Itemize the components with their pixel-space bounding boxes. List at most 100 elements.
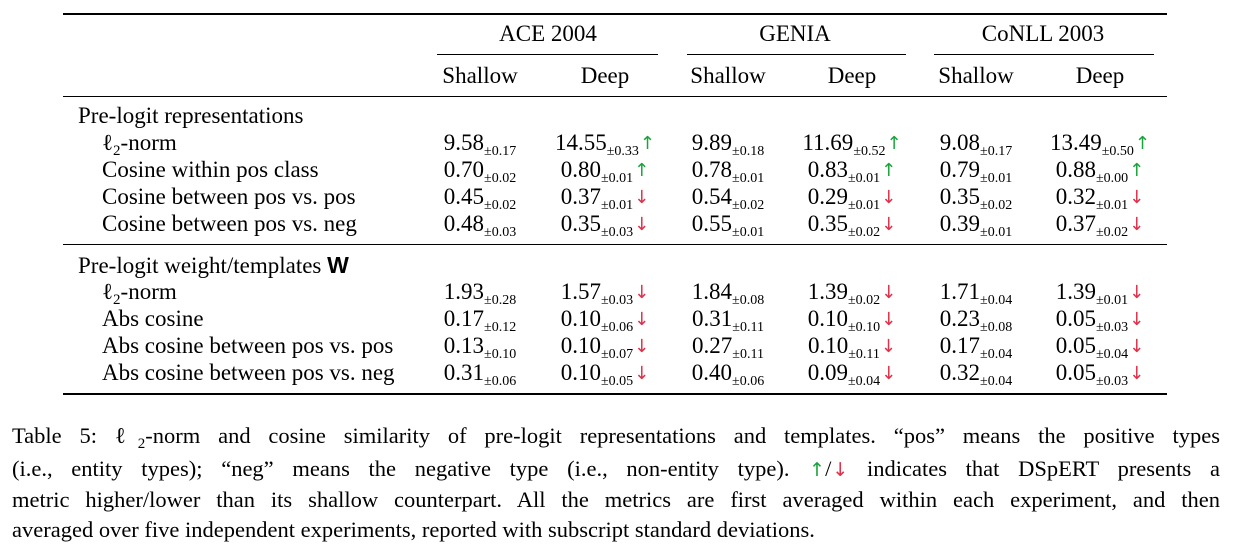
cell-std: ±0.02 (980, 198, 1013, 213)
caption-text-3: indicates that DSpERT presents a (848, 456, 1220, 481)
cell-std: ±0.01 (847, 171, 881, 186)
cell-std: ±0.50 (1101, 144, 1134, 159)
cell-std: ±0.03 (484, 225, 517, 240)
caption-ell-subscript: 2 (137, 436, 146, 452)
ell-subscript: 2 (113, 292, 121, 308)
row-label: ℓ2-norm (102, 130, 177, 159)
cell-std: ±0.08 (732, 293, 765, 308)
cell-std: ±0.01 (980, 171, 1013, 186)
table-cell: 1.93±0.28 (444, 279, 516, 309)
table-cell: 0.27±0.11 (692, 333, 764, 363)
column-header: Deep (1075, 63, 1125, 88)
dataset-cmidrule (934, 54, 1154, 55)
table-cell: 1.57±0.03↓ (561, 279, 650, 309)
cell-value: 0.23 (939, 306, 981, 331)
cell-std: ±0.01 (732, 171, 765, 186)
cell-std: ±0.02 (847, 293, 881, 308)
row-label-text: -norm (120, 279, 177, 304)
down-arrow-icon: ↓ (634, 187, 650, 208)
cell-value: 0.31 (443, 360, 485, 385)
table-cell: 1.71±0.04 (940, 279, 1012, 309)
cell-std: ±0.17 (484, 144, 517, 159)
table-cell: 0.29±0.01↓ (808, 184, 897, 214)
cell-std: ±0.02 (1095, 225, 1129, 240)
cell-value: 0.37 (1055, 211, 1096, 236)
cell-std: ±0.01 (847, 198, 881, 213)
caption-line-1: Table 5: ℓ2-norm and cosine similarity o… (12, 421, 1220, 454)
up-arrow-icon: ↑ (1129, 160, 1145, 181)
table-cell: 0.35±0.03↓ (561, 211, 650, 241)
table-cell: 0.31±0.11 (692, 306, 764, 336)
table-cell: 0.05±0.04↓ (1056, 333, 1145, 363)
column-header: Deep (827, 63, 877, 88)
cell-std: ±0.03 (1095, 374, 1129, 389)
table-cell: 13.49±0.50↑ (1050, 130, 1150, 160)
table-cell: 0.10±0.05↓ (561, 360, 650, 390)
column-header: Deep (580, 63, 630, 88)
row-label-text: -norm (120, 130, 177, 155)
cell-value: 1.39 (807, 279, 848, 304)
cell-value: 0.10 (560, 333, 601, 358)
table-cell: 1.84±0.08 (692, 279, 764, 309)
up-arrow-icon: ↑ (881, 160, 897, 181)
cell-std: ±0.06 (484, 374, 517, 389)
row-label: Cosine between pos vs. neg (102, 211, 357, 236)
cell-std: ±0.01 (1095, 198, 1129, 213)
table-cell: 0.35±0.02 (940, 184, 1012, 214)
caption-line-2: (i.e., entity types); “neg” means the ne… (12, 454, 1220, 485)
cell-value: 1.71 (939, 279, 981, 304)
header-rule (63, 96, 1167, 97)
cell-std: ±0.01 (600, 171, 634, 186)
cell-value: 0.40 (691, 360, 733, 385)
cell-value: 0.48 (443, 211, 485, 236)
cell-std: ±0.01 (1095, 293, 1129, 308)
table-cell: 0.09±0.04↓ (808, 360, 897, 390)
bottom-rule (63, 393, 1167, 395)
cell-std: ±0.07 (600, 347, 634, 362)
cell-value: 0.83 (807, 157, 848, 182)
table-cell: 0.35±0.02↓ (808, 211, 897, 241)
ell-symbol: ℓ (102, 279, 114, 304)
row-label: Cosine between pos vs. pos (102, 184, 356, 209)
table-cell: 1.39±0.02↓ (808, 279, 897, 309)
cell-std: ±0.03 (1095, 320, 1129, 335)
cell-std: ±0.11 (732, 347, 764, 362)
cell-std: ±0.05 (600, 374, 634, 389)
table-cell: 0.05±0.03↓ (1056, 306, 1145, 336)
table-cell: 0.40±0.06 (692, 360, 764, 390)
table-cell: 0.32±0.01↓ (1056, 184, 1145, 214)
table-cell: 0.45±0.02 (444, 184, 516, 214)
section-title-text: Pre-logit weight/templates (78, 253, 328, 278)
cell-value: 0.45 (443, 184, 485, 209)
table-cell: 1.39±0.01↓ (1056, 279, 1145, 309)
table-cell: 0.10±0.10↓ (808, 306, 897, 336)
down-arrow-icon: ↓ (881, 282, 897, 303)
cell-value: 0.17 (939, 333, 981, 358)
row-label: Abs cosine between pos vs. neg (102, 360, 395, 385)
table-cell: 0.70±0.02 (444, 157, 516, 187)
down-arrow-icon: ↓ (1129, 336, 1145, 357)
cell-value: 0.13 (443, 333, 485, 358)
ell-subscript: 2 (113, 143, 121, 159)
down-arrow-icon: ↓ (634, 336, 650, 357)
cell-std: ±0.04 (980, 347, 1013, 362)
table-cell: 9.89±0.18 (692, 130, 764, 160)
caption-table-number: Table 5: (12, 423, 115, 448)
cell-value: 0.39 (939, 211, 981, 236)
cell-value: 0.32 (1055, 184, 1096, 209)
section-title-text: Pre-logit representations (78, 103, 304, 128)
cell-value: 0.80 (560, 157, 601, 182)
table-cell: 11.69±0.52↑ (802, 130, 901, 160)
table-cell: 0.88±0.00↑ (1056, 157, 1145, 187)
cell-std: ±0.10 (847, 320, 881, 335)
cell-value: 0.55 (691, 211, 733, 236)
cell-std: ±0.01 (980, 225, 1013, 240)
cell-value: 0.10 (807, 333, 849, 358)
column-header: Shallow (442, 63, 518, 88)
cell-value: 0.70 (443, 157, 485, 182)
row-label: Cosine within pos class (102, 157, 319, 182)
up-arrow-icon: ↑ (634, 160, 650, 181)
down-arrow-icon: ↓ (1129, 187, 1145, 208)
cell-value: 0.10 (560, 360, 601, 385)
table-cell: 0.48±0.03 (444, 211, 516, 241)
